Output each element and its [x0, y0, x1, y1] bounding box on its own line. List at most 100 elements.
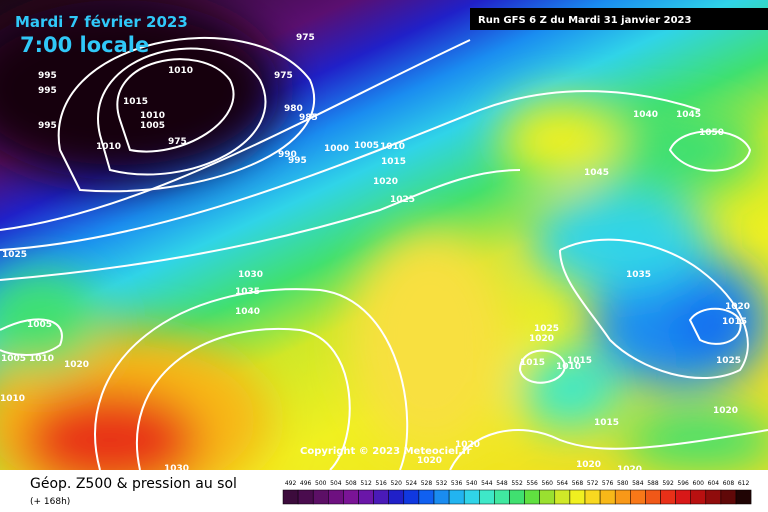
scale-label: 584	[632, 480, 644, 487]
scale-swatch	[282, 489, 299, 505]
scale-swatch	[343, 489, 359, 505]
scale-label: 496	[300, 480, 312, 487]
isobar-label: 1005	[1, 354, 26, 364]
scale-label: 532	[436, 480, 448, 487]
scale-swatch	[630, 489, 646, 505]
isobar-label: 1025	[716, 356, 741, 366]
isobar-labels: 9751010995995975101510101005980985995975…	[0, 33, 750, 475]
isobar-label: 1020	[725, 302, 750, 312]
scale-swatch	[373, 489, 389, 505]
isobar-label: 985	[299, 113, 318, 123]
isobar-label: 1005	[140, 121, 165, 131]
scale-label: 552	[511, 480, 523, 487]
scale-label: 524	[406, 480, 418, 487]
isobar-label: 1030	[164, 464, 189, 474]
scale-swatch	[433, 489, 450, 505]
scale-swatch	[690, 489, 707, 505]
isobar-label: 1005	[354, 141, 379, 151]
isobar-label: 1020	[529, 334, 554, 344]
scale-label: 612	[738, 480, 750, 487]
scale-label: 528	[421, 480, 433, 487]
scale-label: 568	[572, 480, 584, 487]
isobar-label: 1010	[0, 394, 25, 404]
scale-label: 600	[693, 480, 705, 487]
isobar-label: 1020	[455, 440, 480, 450]
isobar-label: 1020	[417, 456, 442, 466]
isobar-lines	[0, 37, 768, 471]
scale-swatch	[569, 489, 586, 505]
scale-swatch	[599, 489, 616, 505]
scale-label: 508	[345, 480, 357, 487]
isobar-label: 1020	[576, 460, 601, 470]
isobar-label: 1025	[2, 250, 27, 260]
scale-swatch	[554, 489, 571, 505]
isobar-label: 1050	[699, 128, 724, 138]
isobar-label: 1025	[534, 324, 559, 334]
scale-swatch	[418, 489, 435, 505]
scale-label: 580	[617, 480, 629, 487]
isobar-label: 1020	[64, 360, 89, 370]
scale-swatch	[312, 489, 329, 505]
scale-swatch	[509, 489, 525, 505]
isobar-label: 1015	[567, 356, 592, 366]
legend-title: Géop. Z500 & pression au sol	[30, 476, 237, 492]
scale-label: 544	[481, 480, 493, 487]
scale-label: 604	[708, 480, 720, 487]
isobar-label: 1015	[594, 418, 619, 428]
forecast-time: 7:00 locale	[20, 33, 149, 57]
color-scale: 492 496 500 504 508 512 516 520 524 528 532 536 540 5…	[282, 480, 752, 505]
isobar-label: 1035	[626, 270, 651, 280]
isobar-label: 1010	[556, 362, 581, 372]
scale-swatch	[645, 489, 661, 505]
scale-label: 556	[526, 480, 538, 487]
isobar-label: 1040	[633, 110, 658, 120]
isobar-label: 1015	[520, 358, 545, 368]
isobar-label: 1010	[168, 66, 193, 76]
isobar-label: 995	[38, 86, 57, 96]
scale-label: 536	[451, 480, 463, 487]
run-info: Run GFS 6 Z du Mardi 31 janvier 2023	[478, 15, 691, 26]
isobar-label: 1020	[373, 177, 398, 187]
isobar-label: 1010	[96, 142, 121, 152]
isobar-label: 1045	[584, 168, 609, 178]
scale-swatch	[675, 489, 691, 505]
scale-swatch	[479, 489, 495, 505]
scale-swatch	[463, 489, 480, 505]
isobar-label: 1015	[123, 97, 148, 107]
scale-swatch	[584, 489, 601, 505]
scale-swatch	[660, 489, 676, 505]
isobar-label: 975	[274, 71, 293, 81]
scale-swatch	[297, 489, 314, 505]
scale-label: 500	[315, 480, 327, 487]
scale-swatch	[614, 489, 631, 505]
isobar-label: 1015	[722, 317, 747, 327]
forecast-date: Mardi 7 février 2023	[15, 13, 188, 31]
scale-swatch	[494, 489, 510, 505]
scale-swatch	[539, 489, 556, 505]
scale-label: 540	[466, 480, 478, 487]
scale-label: 564	[557, 480, 569, 487]
scale-swatch	[720, 489, 737, 505]
scale-label: 560	[542, 480, 554, 487]
scale-label: 512	[360, 480, 372, 487]
run-box	[470, 8, 768, 30]
scale-label: 572	[587, 480, 599, 487]
scale-label: 588	[647, 480, 659, 487]
isobar-label: 1045	[676, 110, 701, 120]
scale-swatch	[403, 489, 420, 505]
scale-label: 608	[723, 480, 735, 487]
scale-swatch	[358, 489, 374, 505]
isobar-label: 1005	[27, 320, 52, 330]
isobar-label: 1030	[238, 270, 263, 280]
scale-label: 576	[602, 480, 614, 487]
isobar-label: 975	[168, 137, 187, 147]
scale-label: 492	[285, 480, 297, 487]
scale-swatch	[705, 489, 722, 505]
isobar-label: 975	[296, 33, 315, 43]
scale-label: 592	[662, 480, 674, 487]
isobar-label: 1020	[713, 406, 738, 416]
scale-swatch	[328, 489, 344, 505]
isobar-label: 1035	[235, 287, 260, 297]
